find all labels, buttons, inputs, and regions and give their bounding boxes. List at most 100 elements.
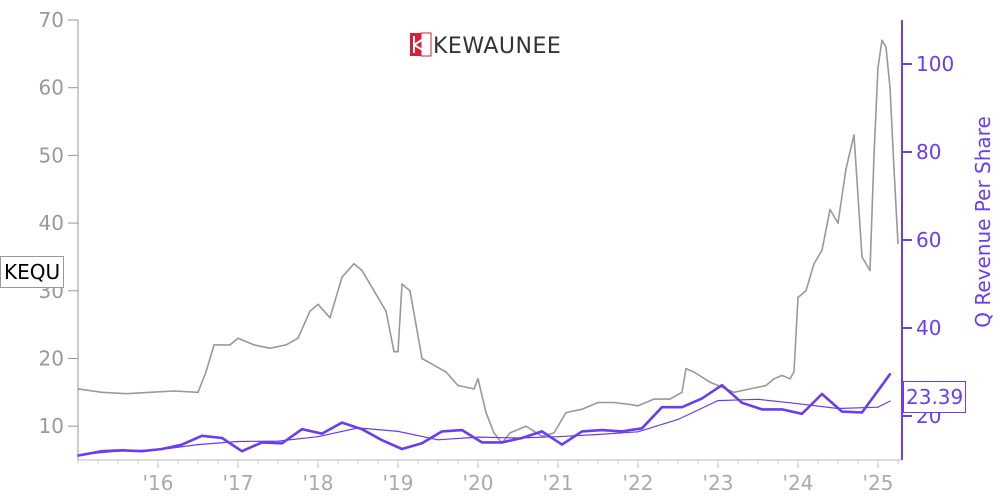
left-tick-label: 50 [39, 143, 64, 167]
price-point [789, 377, 791, 380]
price-point [653, 398, 655, 400]
price-point [749, 388, 751, 390]
price-point [525, 425, 527, 427]
revenue-point [700, 397, 704, 400]
x-tick-label: '20 [463, 471, 494, 495]
logo-mark-k [413, 35, 429, 54]
price-point [125, 392, 127, 395]
revenue-point [160, 447, 164, 451]
price-point [173, 390, 175, 392]
revenue-point [240, 450, 244, 453]
revenue-point [640, 427, 644, 430]
price-point [821, 249, 823, 251]
revenue-point [760, 408, 764, 411]
price-point [401, 283, 403, 285]
revenue-point [800, 412, 804, 415]
price-point [637, 405, 639, 407]
revenue-trend-point [889, 400, 891, 402]
revenue-point [580, 430, 584, 433]
price-point [397, 350, 399, 353]
company-logo: KEWAUNEE [410, 32, 561, 59]
revenue-point [780, 408, 784, 411]
x-tick-label: '16 [143, 471, 174, 495]
price-point [885, 46, 887, 48]
price-point [733, 391, 735, 394]
x-tick-label: '24 [783, 471, 814, 495]
revenue-point [620, 430, 624, 433]
last-value-label: 23.39 [903, 381, 967, 413]
price-point [433, 364, 435, 367]
revenue-point [360, 428, 364, 431]
x-tick-label: '18 [303, 471, 334, 495]
price-point [813, 262, 815, 265]
revenue-point [660, 406, 664, 409]
price-point [889, 86, 891, 89]
revenue-trend-point [597, 433, 599, 436]
x-tick-label: '19 [383, 471, 414, 495]
price-point [329, 317, 331, 319]
price-point [485, 411, 487, 414]
revenue-point [100, 450, 104, 453]
right-tick-label: 80 [916, 140, 941, 164]
revenue-trend-point [717, 400, 719, 402]
x-tick-label: '17 [223, 471, 254, 495]
revenue-point [420, 442, 424, 445]
price-point [213, 344, 215, 346]
price-point [409, 289, 411, 292]
revenue-trend-point [197, 444, 199, 446]
price-point [805, 289, 807, 292]
revenue-point [740, 401, 744, 404]
revenue-point [480, 441, 484, 444]
price-point [445, 371, 447, 373]
price-point [101, 391, 103, 394]
revenue-line [77, 373, 892, 457]
revenue-point [600, 428, 604, 432]
revenue-point [820, 392, 824, 396]
revenue-point [680, 406, 684, 409]
revenue-trend-point [557, 436, 559, 438]
price-point [793, 371, 795, 373]
revenue-point [340, 421, 344, 424]
revenue-point [380, 439, 384, 442]
price-point [717, 384, 719, 387]
price-point [765, 384, 767, 387]
revenue-trend-point [637, 431, 639, 433]
price-point [797, 296, 799, 299]
right-tick-label: 100 [916, 52, 954, 76]
x-tick-label: '23 [703, 471, 734, 495]
revenue-trend-point [677, 418, 679, 421]
revenue-point [520, 436, 524, 440]
price-point [881, 39, 883, 42]
revenue-point [540, 430, 544, 433]
price-point [509, 432, 511, 434]
x-tick-label: '25 [863, 471, 894, 495]
price-point [309, 310, 311, 312]
price-point [893, 168, 895, 170]
revenue-point [120, 449, 124, 452]
price-point [197, 391, 199, 394]
logo-mark-white [420, 32, 432, 57]
price-point [297, 337, 299, 339]
price-point [237, 337, 239, 339]
revenue-point [180, 443, 184, 446]
revenue-point [888, 373, 892, 376]
revenue-trend-point [877, 406, 879, 408]
revenue-point [560, 443, 564, 446]
right-tick-label: 60 [916, 228, 941, 252]
price-point [361, 269, 363, 272]
price-point [269, 347, 271, 350]
price-point [597, 401, 599, 404]
price-point [861, 256, 863, 258]
left-tick-label: 70 [39, 8, 64, 32]
x-tick-label: '22 [623, 471, 654, 495]
revenue-trend-point [277, 440, 279, 442]
revenue-trend-point [757, 398, 759, 400]
price-point [457, 384, 459, 387]
price-point [581, 408, 583, 411]
price-point [685, 367, 687, 370]
price-point [353, 262, 355, 265]
x-tick-label: '21 [543, 471, 574, 495]
price-point [565, 411, 567, 414]
revenue-point [300, 428, 304, 431]
price-point [897, 242, 899, 245]
